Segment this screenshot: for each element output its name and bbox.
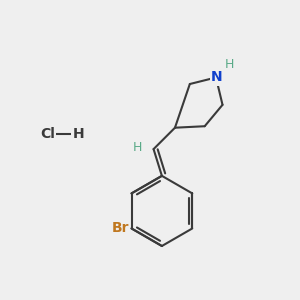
Text: H: H (72, 127, 84, 141)
Text: Br: Br (112, 221, 129, 235)
Text: Cl: Cl (40, 127, 55, 141)
Text: N: N (211, 70, 223, 85)
Text: H: H (225, 58, 234, 71)
Text: H: H (133, 141, 142, 154)
